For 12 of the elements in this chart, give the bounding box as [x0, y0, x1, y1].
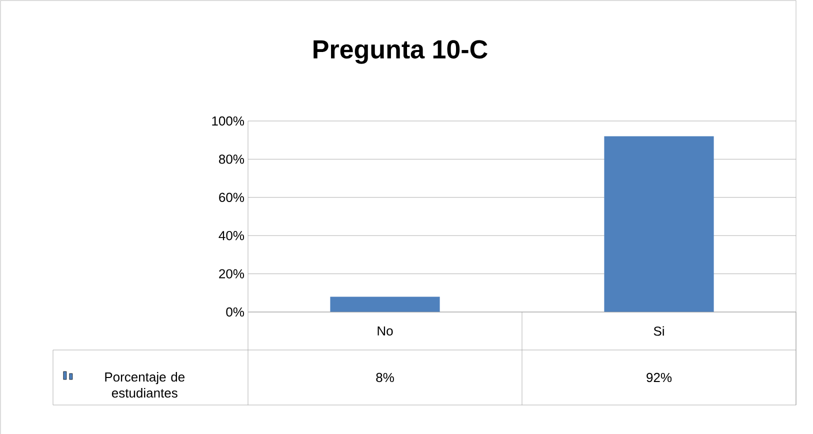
- data-label: 8%: [376, 372, 394, 382]
- y-tick-label: 20%: [219, 269, 244, 278]
- y-tick-label: 100%: [212, 116, 244, 126]
- y-tick-label: 0%: [226, 307, 244, 317]
- y-tick-label: 40%: [218, 230, 244, 240]
- chart-title: Pregunta 10-C: [314, 40, 488, 64]
- x-tick-label: Si: [654, 326, 664, 336]
- y-tick-label: 60%: [219, 192, 244, 202]
- text: Porcentaje de estudiantes: [105, 372, 185, 398]
- x-tick-label: No: [378, 326, 393, 336]
- y-tick-label: 80%: [219, 154, 244, 164]
- data-label: 92%: [646, 372, 672, 382]
